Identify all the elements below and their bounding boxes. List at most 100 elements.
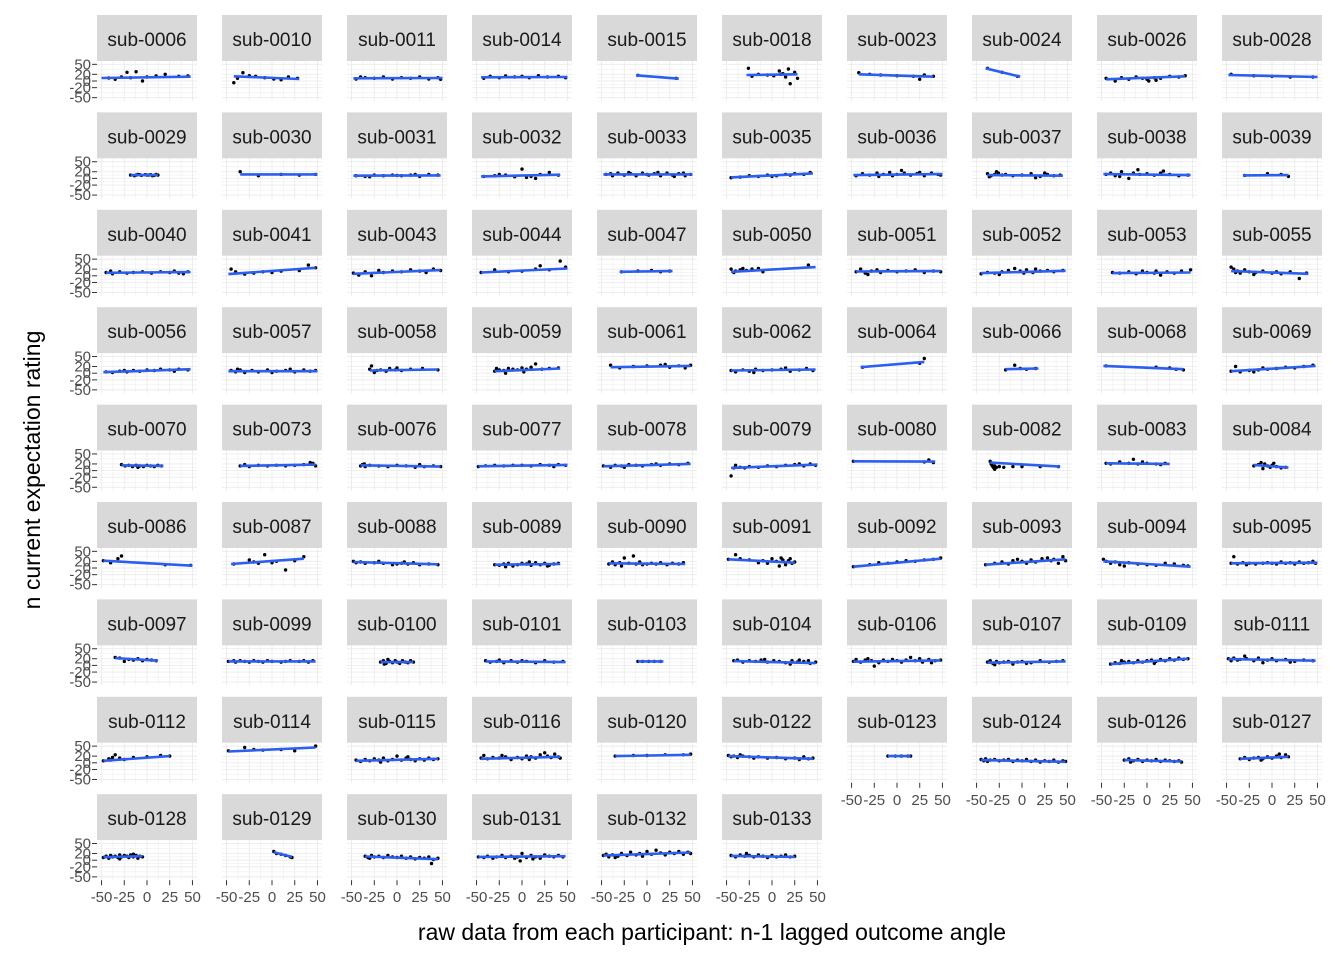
strip-label: sub-0090	[607, 517, 686, 538]
facet-panel: sub-0088	[347, 502, 447, 588]
facet-panel: sub-0006	[97, 15, 197, 101]
y-tick-label: 50	[74, 641, 91, 658]
strip-label: sub-0010	[232, 30, 311, 51]
strip-label: sub-0114	[233, 712, 311, 733]
regression-line	[608, 562, 686, 566]
facet-panel: sub-0131	[472, 794, 572, 881]
facet-panel: sub-0030	[222, 112, 322, 199]
strip-background	[222, 15, 322, 61]
facet-panel: sub-0124	[972, 696, 1072, 783]
strip-background	[1222, 307, 1322, 354]
data-point	[1127, 176, 1131, 181]
strip-label: sub-0028	[1232, 30, 1311, 51]
data-point	[527, 560, 531, 564]
facet-panel: sub-0092	[847, 502, 947, 588]
x-tick-label: 25	[161, 889, 178, 906]
strip-background	[97, 15, 197, 61]
regression-line	[603, 462, 691, 468]
strip-background	[1222, 209, 1322, 256]
facet-panel: sub-0062	[722, 307, 822, 394]
facet-panel: sub-0070	[97, 404, 197, 491]
facet-panel: sub-0026	[1097, 15, 1197, 101]
regression-line	[233, 75, 300, 81]
strip-background	[1097, 307, 1197, 354]
regression-line	[1124, 758, 1182, 763]
data-point	[908, 655, 913, 660]
strip-label: sub-0050	[732, 225, 811, 246]
data-point	[558, 259, 562, 263]
data-point	[1259, 460, 1263, 465]
x-tick-label: 50	[684, 889, 701, 906]
y-tick-label: 20	[74, 456, 91, 473]
strip-label: sub-0006	[107, 30, 186, 51]
strip-label: sub-0095	[1232, 517, 1311, 538]
data-point	[858, 267, 863, 271]
facet-panel: sub-0038	[1097, 112, 1197, 199]
regression-line	[1240, 755, 1289, 761]
regression-line	[731, 172, 813, 179]
facet-panel: sub-0031	[347, 112, 447, 199]
data-point	[241, 71, 245, 75]
facet-panel: sub-0023	[847, 15, 947, 101]
data-point	[752, 370, 756, 375]
regression-line	[987, 660, 1066, 664]
strip-background	[222, 307, 322, 354]
data-point	[1261, 466, 1265, 471]
facet-panel: sub-0090	[597, 502, 697, 588]
facet-panel: sub-0059	[472, 307, 572, 394]
facet-panel: sub-0133	[722, 794, 822, 881]
strip-label: sub-0084	[1232, 420, 1312, 441]
data-point	[777, 69, 781, 73]
regression-line	[981, 269, 1066, 275]
data-point	[238, 170, 242, 174]
facet-panel: sub-0057	[222, 307, 322, 394]
data-point	[113, 753, 117, 757]
y-tick-label: 0	[83, 365, 91, 382]
y-tick-label: -20	[69, 469, 91, 486]
x-tick-label: -25	[1113, 792, 1135, 809]
facet-panel: sub-0095	[1222, 502, 1322, 588]
facet-panel: sub-0064	[847, 307, 947, 394]
strip-label: sub-0039	[1232, 127, 1311, 148]
y-tick-label: -20	[69, 761, 91, 778]
x-tick-label: -25	[738, 889, 760, 906]
x-tick-label: 25	[411, 889, 428, 906]
data-point	[125, 70, 129, 75]
y-tick-label: 0	[83, 268, 91, 285]
strip-label: sub-0036	[857, 127, 936, 148]
data-point	[1061, 555, 1065, 559]
data-point	[654, 848, 658, 852]
data-point	[1154, 78, 1158, 83]
x-tick-label: 50	[434, 889, 451, 906]
x-tick-label: -25	[988, 792, 1010, 809]
facet-panel: sub-0035	[722, 112, 822, 199]
strip-label: sub-0062	[732, 322, 811, 343]
x-tick-label: -50	[1216, 792, 1238, 809]
regression-line	[731, 854, 795, 859]
facet-panel: sub-0128	[97, 794, 197, 881]
regression-line	[481, 173, 561, 178]
data-point	[997, 464, 1001, 469]
x-tick-label: 25	[1286, 792, 1303, 809]
x-tick-label: -50	[591, 889, 613, 906]
data-point	[922, 356, 926, 361]
regression-line	[1228, 73, 1318, 79]
regression-line	[985, 67, 1021, 78]
facet-panel: sub-0103	[597, 599, 697, 686]
facet-panel: sub-0077	[472, 404, 572, 491]
x-tick-label: 50	[184, 889, 201, 906]
strip-label: sub-0037	[982, 127, 1061, 148]
data-point	[1277, 752, 1282, 756]
strip-label: sub-0076	[357, 420, 436, 441]
strip-background	[222, 209, 322, 256]
y-tick-label: 20	[74, 553, 91, 570]
data-point	[854, 657, 858, 662]
data-point	[1118, 563, 1122, 567]
data-point	[1045, 556, 1050, 560]
regression-line	[1106, 462, 1170, 466]
x-tick-label: 0	[268, 889, 276, 906]
x-tick-label: 50	[1184, 792, 1201, 809]
strip-label: sub-0104	[732, 614, 812, 635]
regression-line	[860, 360, 925, 369]
regression-line	[228, 266, 316, 276]
